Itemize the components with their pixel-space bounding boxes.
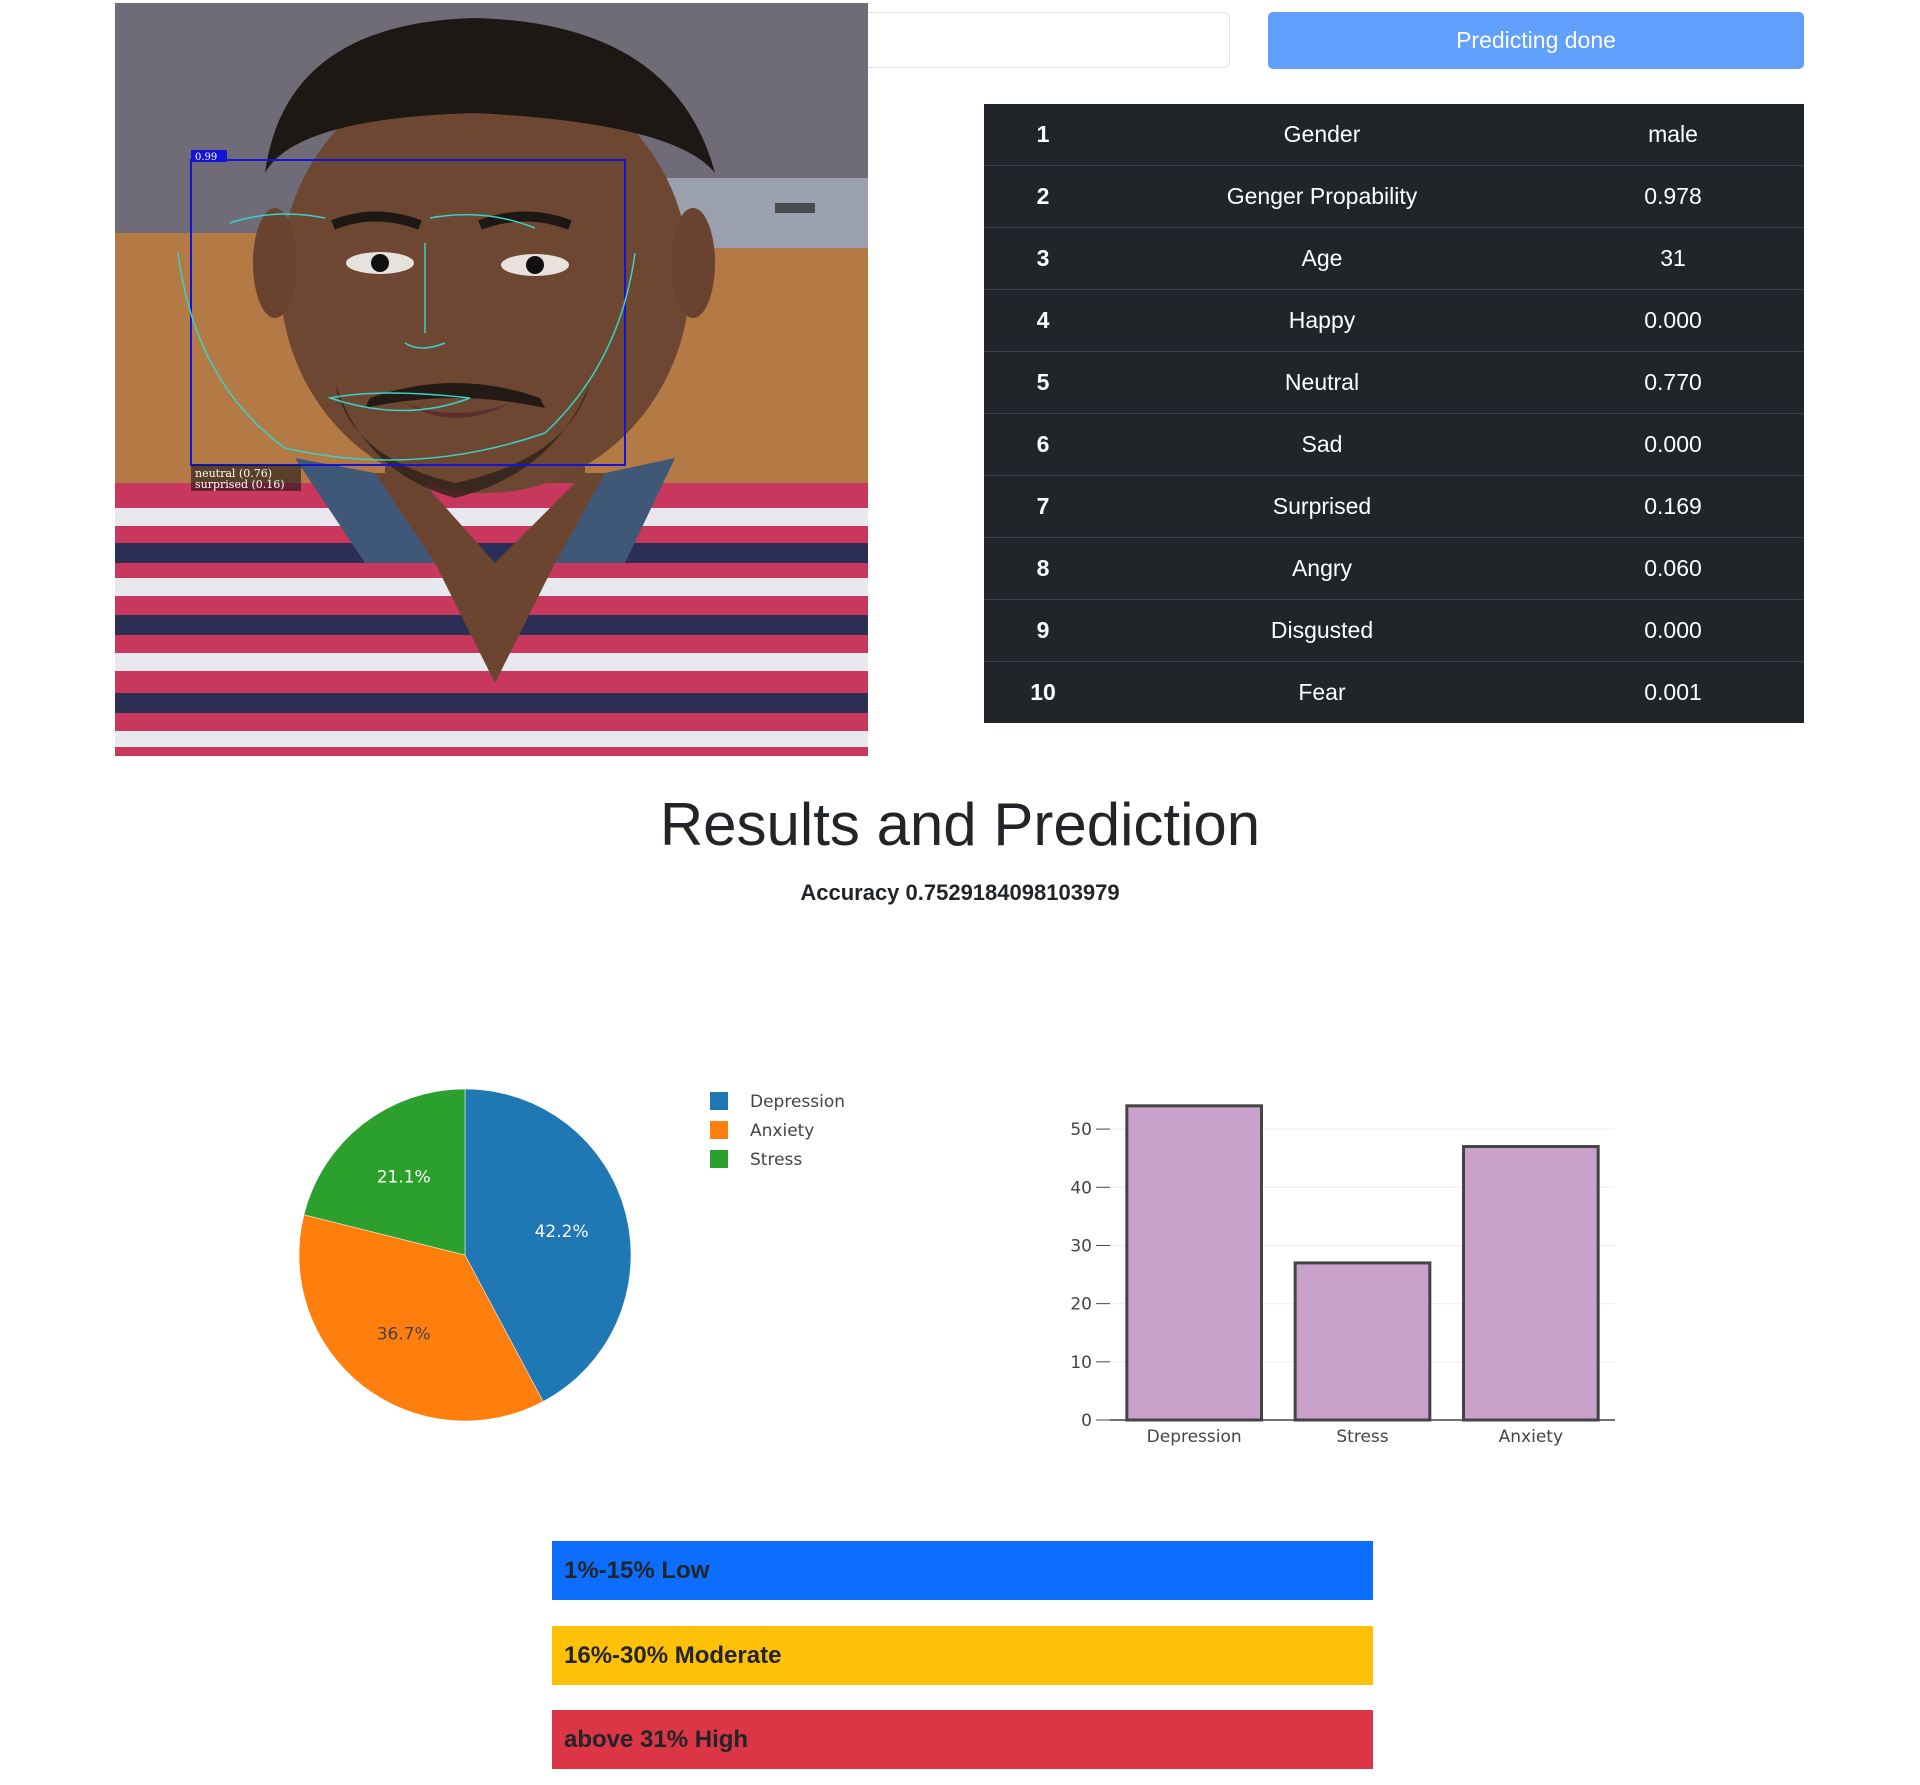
expression-label-2: surprised (0.16)	[195, 478, 285, 491]
pie-slice-anxiety	[298, 1214, 544, 1422]
x-tick-label-anxiety: Anxiety	[1499, 1427, 1563, 1447]
pie-label-depression: 42.2%	[535, 1222, 589, 1242]
level-low-bar: 1%-15% Low	[552, 1541, 1373, 1600]
pie-label-anxiety: 36.7%	[377, 1325, 431, 1345]
face-photo: 0.99 neutral (0.76) surprised (0.16)	[115, 3, 868, 756]
table-row: 8 Angry 0.060	[984, 537, 1804, 600]
table-row: 4 Happy 0.000	[984, 289, 1804, 352]
row-value: 0.000	[1542, 289, 1804, 352]
level-high-bar: above 31% High	[552, 1710, 1373, 1769]
y-tick-label: 20	[1070, 1295, 1092, 1315]
level-moderate-bar: 16%-30% Moderate	[552, 1626, 1373, 1685]
y-tick-label: 40	[1070, 1178, 1092, 1198]
row-index: 1	[984, 104, 1102, 166]
page-title: Results and Prediction	[659, 791, 1261, 858]
table-row: 5 Neutral 0.770	[984, 351, 1804, 414]
row-value: 0.001	[1644, 679, 1702, 705]
row-label: Neutral	[1102, 351, 1542, 414]
bar-depression	[1125, 1104, 1264, 1422]
row-value: 0.060	[1542, 537, 1804, 600]
legend-label-anxiety: Anxiety	[750, 1121, 814, 1141]
row-value: male	[1542, 104, 1804, 166]
pie-label-stress: 21.1%	[377, 1167, 431, 1187]
table-row: 1 Gender male	[984, 104, 1804, 166]
pie-slice-stress	[303, 1088, 466, 1256]
row-value: 0.770	[1542, 351, 1804, 414]
y-tick-label: 50	[1070, 1120, 1092, 1140]
bar-stress	[1293, 1261, 1432, 1422]
row-index: 9	[984, 599, 1102, 662]
row-label: Happy	[1102, 289, 1542, 352]
row-value: 0.978	[1542, 165, 1804, 228]
row-label: Disgusted	[1102, 599, 1542, 662]
legend-swatch-depression	[710, 1092, 728, 1110]
table-row: 3 Age 31	[984, 227, 1804, 290]
y-tick-label: 30	[1070, 1236, 1092, 1256]
table-row: 10 Fear 0.001	[984, 662, 1804, 724]
pie-slice-depression	[464, 1088, 632, 1402]
x-tick-label-stress: Stress	[1336, 1427, 1388, 1447]
x-tick-label-depression: Depression	[1147, 1427, 1242, 1447]
row-index: 2	[984, 165, 1102, 228]
row-value: 0.169	[1542, 475, 1804, 538]
row-index: 8	[984, 537, 1102, 600]
face-score-label: 0.99	[195, 152, 217, 163]
row-index: 4	[984, 289, 1102, 352]
row-index: 10	[1030, 679, 1056, 705]
row-label: Fear	[1298, 679, 1346, 705]
y-tick-label: 10	[1070, 1353, 1092, 1373]
row-value: 31	[1542, 227, 1804, 290]
legend-swatch-stress	[710, 1150, 728, 1168]
prediction-table: 1 Gender male 2 Genger Propability 0.978 3 Age 3…	[984, 104, 1804, 723]
row-index: 6	[984, 413, 1102, 476]
expression-label-1: neutral (0.76)	[195, 467, 272, 480]
shirt	[115, 458, 868, 756]
predict-button[interactable]: Predicting done	[1268, 12, 1804, 69]
legend-label-stress: Stress	[750, 1150, 802, 1170]
row-label: Angry	[1102, 537, 1542, 600]
bar-chart: 0 10 20 30 40 50 Depression Stress Anxiety	[1070, 1104, 1615, 1447]
bar-anxiety	[1462, 1145, 1600, 1422]
file-input[interactable]	[868, 12, 1230, 68]
table-row: 2 Genger Propability 0.978	[984, 165, 1804, 228]
row-label: Gender	[1102, 104, 1542, 166]
row-label: Sad	[1102, 413, 1542, 476]
table-row: 9 Disgusted 0.000	[984, 599, 1804, 662]
accuracy-label: Accuracy 0.7529184098103979	[800, 880, 1120, 905]
row-label: Age	[1102, 227, 1542, 290]
row-index: 3	[984, 227, 1102, 290]
pie-chart: 42.2% 36.7% 21.1% Depression Anxiety Stress	[298, 1088, 845, 1422]
legend-label-depression: Depression	[750, 1092, 845, 1112]
y-tick-label: 0	[1081, 1411, 1092, 1431]
face-illustration: 0.99 neutral (0.76) surprised (0.16)	[115, 3, 868, 756]
row-label: Genger Propability	[1102, 165, 1542, 228]
row-value: 0.000	[1542, 599, 1804, 662]
row-index: 7	[984, 475, 1102, 538]
table-row: 7 Surprised 0.169	[984, 475, 1804, 538]
row-label: Surprised	[1102, 475, 1542, 538]
table-row: 6 Sad 0.000	[984, 413, 1804, 476]
row-value: 0.000	[1542, 413, 1804, 476]
legend-swatch-anxiety	[710, 1121, 728, 1139]
row-index: 5	[984, 351, 1102, 414]
